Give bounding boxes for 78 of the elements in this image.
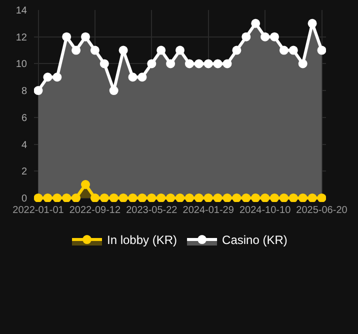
x-tick-label: 2024-01-29 — [182, 205, 234, 216]
y-tick-label: 4 — [21, 140, 28, 151]
point — [109, 86, 118, 96]
point — [156, 193, 166, 202]
point — [128, 72, 138, 82]
x-tick-label: 2022-09-12 — [69, 205, 121, 216]
y-tick-label: 0 — [21, 193, 28, 204]
point — [90, 193, 100, 202]
point — [62, 32, 72, 42]
point — [204, 193, 213, 202]
point — [184, 193, 194, 202]
point — [317, 193, 326, 202]
x-tick-label: 2022-01-01 — [12, 205, 64, 216]
point — [308, 193, 317, 202]
point — [242, 32, 251, 42]
point — [118, 193, 128, 202]
point — [43, 72, 52, 82]
point — [128, 193, 138, 202]
y-tick-label: 6 — [21, 112, 28, 124]
point — [176, 193, 184, 202]
point — [147, 59, 156, 68]
y-tick-label: 12 — [16, 32, 28, 44]
point — [52, 193, 62, 202]
point — [232, 193, 242, 202]
y-tick-label: 10 — [16, 59, 28, 70]
point — [176, 46, 184, 55]
point — [109, 193, 118, 202]
point — [147, 193, 156, 202]
x-tick-label: 2025-06-20 — [296, 205, 348, 216]
point — [43, 193, 52, 202]
point — [213, 193, 222, 202]
x-tick-label: 2023-05-22 — [126, 205, 178, 216]
point — [242, 193, 251, 202]
point — [138, 72, 147, 82]
point — [251, 18, 260, 28]
point — [251, 193, 260, 202]
point — [260, 32, 270, 42]
point — [34, 193, 43, 202]
point — [156, 46, 166, 55]
y-tick-label: 8 — [21, 86, 28, 98]
point — [279, 193, 288, 202]
point — [52, 72, 62, 82]
point — [34, 86, 43, 96]
point — [298, 193, 308, 202]
point — [72, 193, 81, 202]
legend-label: Casino (KR) — [222, 233, 288, 248]
point — [62, 193, 72, 202]
point — [222, 59, 232, 68]
point — [166, 59, 176, 68]
point — [138, 193, 147, 202]
point — [204, 59, 213, 68]
point — [72, 46, 81, 55]
x-tick-label: 2024-10-10 — [239, 205, 292, 216]
point — [270, 193, 279, 202]
point — [184, 59, 194, 68]
y-tick-label: 2 — [21, 166, 28, 178]
point — [270, 32, 279, 42]
point — [100, 193, 109, 202]
point — [288, 193, 298, 202]
point — [308, 18, 317, 28]
point — [100, 59, 109, 68]
point — [288, 46, 298, 55]
legend-label: In lobby (KR) — [107, 233, 178, 248]
point — [81, 180, 90, 190]
point — [118, 46, 128, 55]
point — [222, 193, 232, 202]
point — [317, 46, 326, 55]
point — [194, 193, 204, 202]
point — [166, 193, 176, 202]
point — [298, 59, 308, 68]
point — [90, 46, 100, 55]
point — [260, 193, 270, 202]
y-tick-label: 14 — [16, 6, 28, 16]
point — [232, 46, 242, 55]
point — [279, 46, 288, 55]
point — [213, 59, 222, 68]
point — [81, 32, 90, 42]
point — [194, 59, 204, 68]
